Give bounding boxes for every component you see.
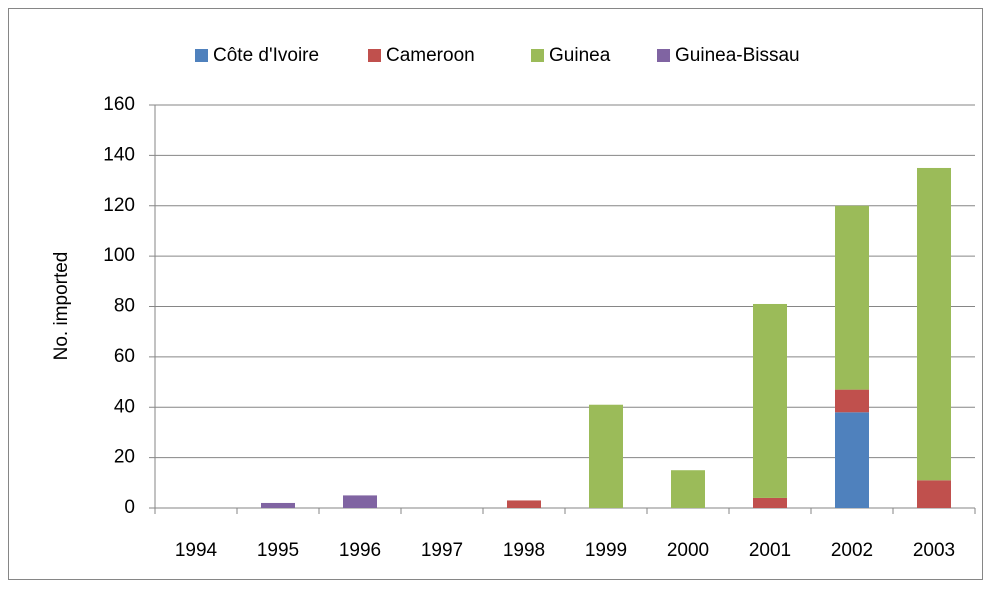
bar-segment: [343, 495, 377, 508]
bar-segment: [835, 389, 869, 413]
bar-segment: [507, 500, 541, 508]
chart-frame: [8, 8, 983, 580]
legend-swatch: [657, 49, 670, 62]
legend-label: Guinea-Bissau: [675, 45, 800, 66]
bar-segment: [753, 497, 787, 508]
legend-swatch: [195, 49, 208, 62]
y-tick-label: 140: [103, 144, 135, 165]
bar-segment: [917, 480, 951, 508]
x-tick-label: 2003: [913, 540, 955, 561]
legend-label: Côte d'Ivoire: [213, 45, 319, 66]
x-tick-label: 1994: [175, 540, 218, 561]
bar-segment: [835, 205, 869, 390]
y-tick-label: 160: [103, 94, 135, 115]
x-tick-label: 1997: [421, 540, 463, 561]
x-tick-label: 2001: [749, 540, 791, 561]
legend-label: Cameroon: [386, 45, 475, 66]
bar-segment: [835, 412, 869, 508]
legend-swatch: [531, 49, 544, 62]
bar-segment: [261, 502, 295, 508]
legend-swatch: [368, 49, 381, 62]
y-tick-label: 120: [103, 195, 135, 216]
x-tick-label: 1996: [339, 540, 381, 561]
x-tick-label: 2002: [831, 540, 873, 561]
y-tick-label: 60: [114, 346, 135, 367]
y-tick-label: 0: [124, 497, 135, 518]
y-tick-label: 100: [103, 245, 135, 266]
legend-label: Guinea: [549, 45, 611, 66]
bar-segment: [917, 167, 951, 481]
y-tick-label: 80: [114, 296, 135, 317]
y-axis-label: No. imported: [51, 252, 72, 361]
y-tick-label: 20: [114, 447, 135, 468]
x-tick-label: 1995: [257, 540, 299, 561]
x-tick-label: 1999: [585, 540, 627, 561]
x-tick-label: 1998: [503, 540, 545, 561]
y-tick-label: 40: [114, 396, 135, 417]
bar-segment: [589, 404, 623, 508]
bar-segment: [671, 470, 705, 508]
x-tick-label: 2000: [667, 540, 709, 561]
bar-segment: [753, 303, 787, 498]
